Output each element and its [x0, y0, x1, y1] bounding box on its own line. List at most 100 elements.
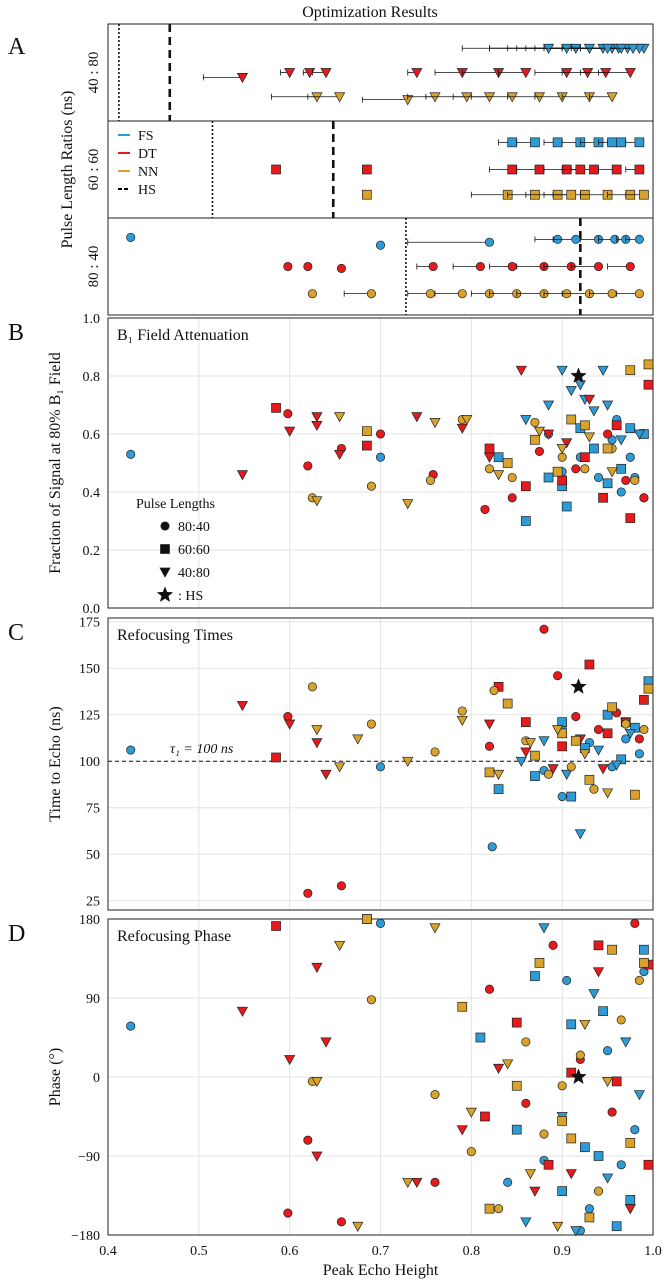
data-point	[557, 1081, 567, 1091]
data-point	[494, 1204, 504, 1214]
x-tick-label: 0.8	[463, 1244, 481, 1259]
y-tick-label: 75	[86, 802, 100, 817]
data-point-nn	[566, 189, 577, 200]
data-point	[475, 1032, 486, 1043]
hs-star	[570, 1068, 587, 1085]
data-point	[634, 749, 644, 759]
legend-label: NN	[138, 165, 158, 180]
data-point-dt	[283, 261, 293, 272]
data-point	[589, 784, 599, 794]
data-point	[503, 1177, 513, 1187]
data-point	[607, 944, 617, 955]
data-point	[430, 1090, 440, 1100]
data-point	[271, 403, 281, 413]
panel-title: B₁ Field Attenuation	[117, 327, 249, 344]
data-point-fs	[507, 137, 518, 148]
data-point	[639, 725, 649, 735]
panel-title: Refocusing Phase	[117, 928, 231, 945]
data-point	[630, 918, 640, 928]
data-point	[492, 470, 505, 481]
data-point	[483, 452, 496, 463]
data-point	[520, 415, 532, 426]
panel-letter: C	[8, 620, 24, 646]
data-point	[375, 452, 386, 462]
data-point	[616, 1160, 626, 1170]
data-point	[402, 756, 414, 767]
legend: FS DT NN HS	[118, 129, 158, 198]
data-point	[430, 747, 440, 757]
data-point	[366, 481, 376, 491]
data-point	[584, 1212, 595, 1223]
data-point	[565, 386, 577, 397]
data-point	[284, 426, 296, 437]
data-point	[597, 365, 609, 376]
data-point	[561, 438, 573, 449]
data-point	[283, 409, 293, 419]
data-point	[493, 784, 504, 794]
data-point-fs	[615, 43, 627, 54]
data-point-fs	[126, 232, 136, 242]
data-point	[236, 1006, 249, 1017]
data-point	[425, 475, 436, 485]
data-point-fs	[530, 137, 540, 148]
legend-label: : HS	[178, 589, 203, 604]
data-point	[534, 958, 545, 968]
data-point	[362, 914, 372, 924]
data-point	[616, 487, 626, 497]
data-point	[524, 1169, 536, 1180]
data-point	[601, 1077, 614, 1088]
data-point	[543, 769, 554, 779]
data-point	[557, 452, 567, 462]
data-point	[480, 504, 490, 514]
legend-marker	[160, 544, 170, 554]
data-point	[334, 940, 346, 952]
data-point	[515, 365, 527, 376]
data-point	[530, 750, 540, 761]
data-point	[598, 1006, 608, 1017]
row-60:60: 60 : 60	[86, 120, 654, 219]
data-point	[375, 429, 386, 439]
hs-star	[570, 678, 587, 694]
data-point	[634, 734, 644, 744]
data-point	[515, 756, 527, 767]
data-point	[520, 481, 531, 492]
data-point-nn	[533, 92, 546, 103]
data-point	[603, 1046, 613, 1056]
data-point	[616, 463, 627, 474]
y-tick-label: 150	[79, 662, 100, 677]
data-point	[307, 682, 317, 692]
data-point-fs	[484, 237, 495, 247]
legend-label: 40:80	[178, 566, 210, 581]
data-point-fs	[552, 137, 563, 148]
data-point-dt	[320, 68, 332, 79]
data-point-dt	[303, 261, 313, 272]
data-point	[566, 762, 576, 772]
data-point	[561, 501, 572, 512]
data-points	[126, 624, 654, 898]
data-point	[588, 989, 600, 1000]
data-point	[625, 513, 636, 523]
data-point	[620, 1037, 632, 1048]
data-point	[566, 414, 577, 425]
data-point-dt	[271, 164, 281, 175]
legend-label: 60:60	[178, 543, 210, 558]
data-point	[352, 1221, 364, 1232]
data-point	[592, 745, 605, 756]
panel-title: Refocusing Times	[117, 627, 233, 644]
data-point	[606, 467, 618, 478]
y-axis-label: Fraction of Signal at 80% B₁ Field	[47, 352, 64, 574]
data-point	[579, 1019, 591, 1031]
y-tick-label: 0.6	[83, 428, 101, 443]
legend-title: Pulse Lengths	[136, 497, 215, 512]
data-point	[456, 715, 468, 727]
y-tick-label: 0	[93, 1071, 100, 1086]
data-point	[575, 1050, 585, 1060]
data-point	[430, 1177, 440, 1187]
data-points	[126, 359, 654, 526]
data-point	[487, 842, 497, 852]
data-point	[625, 452, 635, 462]
data-point-fs	[634, 137, 645, 148]
data-point	[303, 461, 313, 471]
data-point	[557, 1116, 568, 1126]
